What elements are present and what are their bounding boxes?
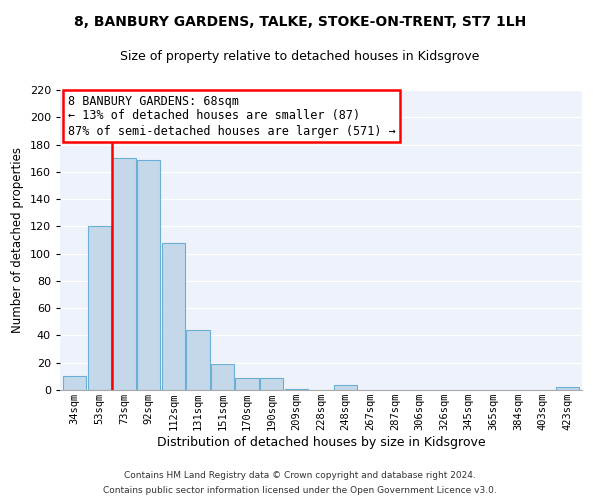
Bar — [112, 158, 136, 390]
Text: Size of property relative to detached houses in Kidsgrove: Size of property relative to detached ho… — [121, 50, 479, 63]
Bar — [235, 378, 259, 390]
Bar — [186, 330, 209, 390]
Bar — [211, 364, 234, 390]
Text: 8, BANBURY GARDENS, TALKE, STOKE-ON-TRENT, ST7 1LH: 8, BANBURY GARDENS, TALKE, STOKE-ON-TREN… — [74, 15, 526, 29]
Text: Contains HM Land Registry data © Crown copyright and database right 2024.: Contains HM Land Registry data © Crown c… — [124, 471, 476, 480]
Bar — [284, 388, 308, 390]
Text: 8 BANBURY GARDENS: 68sqm
← 13% of detached houses are smaller (87)
87% of semi-d: 8 BANBURY GARDENS: 68sqm ← 13% of detach… — [68, 94, 395, 138]
Bar — [63, 376, 86, 390]
Y-axis label: Number of detached properties: Number of detached properties — [11, 147, 24, 333]
Bar — [88, 226, 111, 390]
X-axis label: Distribution of detached houses by size in Kidsgrove: Distribution of detached houses by size … — [157, 436, 485, 449]
Bar — [137, 160, 160, 390]
Bar — [334, 384, 358, 390]
Bar — [161, 242, 185, 390]
Text: Contains public sector information licensed under the Open Government Licence v3: Contains public sector information licen… — [103, 486, 497, 495]
Bar — [556, 388, 579, 390]
Bar — [260, 378, 283, 390]
